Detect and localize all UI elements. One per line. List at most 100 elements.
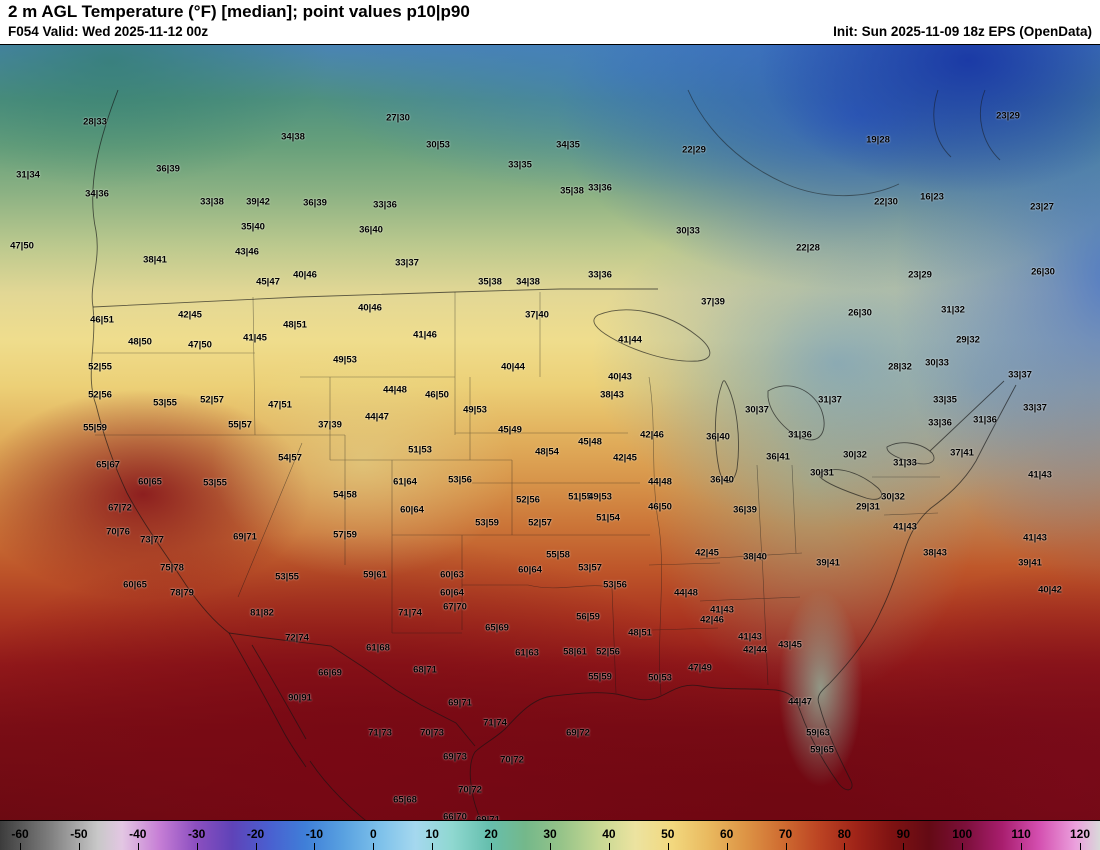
point-value: 34|36 xyxy=(85,188,109,200)
point-value: 48|51 xyxy=(628,627,652,639)
temperature-field-map[interactable]: 28|33 34|38 27|30 30|53 34|35 22|29 19|28 23|29… xyxy=(0,45,1100,850)
point-value: 38|43 xyxy=(600,389,624,401)
point-value: 34|35 xyxy=(556,139,580,151)
point-value: 69|71 xyxy=(448,697,472,709)
point-value: 53|56 xyxy=(603,579,627,591)
point-value: 42|45 xyxy=(613,452,637,464)
point-value: 61|63 xyxy=(515,647,539,659)
point-value: 44|47 xyxy=(365,411,389,423)
point-value: 41|46 xyxy=(413,329,437,341)
point-value: 33|38 xyxy=(200,196,224,208)
point-value: 52|56 xyxy=(596,646,620,658)
point-value: 41|43 xyxy=(1028,469,1052,481)
point-value: 33|36 xyxy=(588,269,612,281)
point-value: 42|45 xyxy=(178,309,202,321)
point-value: 48|50 xyxy=(128,336,152,348)
point-value: 31|36 xyxy=(788,429,812,441)
baja-coastline-path xyxy=(228,632,407,850)
point-value: 40|43 xyxy=(608,371,632,383)
colorbar-tick-mark xyxy=(1080,843,1081,850)
point-value: 65|69 xyxy=(485,622,509,634)
colorbar-tick-label: -20 xyxy=(246,827,265,842)
point-value: 31|37 xyxy=(818,394,842,406)
point-value: 59|65 xyxy=(810,744,834,756)
point-value: 23|27 xyxy=(1030,201,1054,213)
point-value: 44|48 xyxy=(674,587,698,599)
point-value: 36|39 xyxy=(733,504,757,516)
colorbar-tick-mark xyxy=(314,843,316,850)
point-value: 42|46 xyxy=(640,429,664,441)
point-value: 35|38 xyxy=(478,276,502,288)
point-value: 68|71 xyxy=(413,664,437,676)
point-value: 52|57 xyxy=(528,517,552,529)
point-values-layer: 28|33 34|38 27|30 30|53 34|35 22|29 19|28 23|29… xyxy=(0,45,1100,850)
colorbar-tick-label: -10 xyxy=(305,827,324,842)
point-value: 51|54 xyxy=(596,512,620,524)
point-value: 57|59 xyxy=(333,529,357,541)
point-value: 41|43 xyxy=(738,631,762,643)
colorbar-tick-label: -60 xyxy=(11,827,29,842)
point-value: 45|47 xyxy=(256,276,280,288)
point-value: 26|30 xyxy=(848,307,872,319)
point-value: 36|41 xyxy=(766,451,790,463)
point-value: 37|41 xyxy=(950,447,974,459)
point-value: 43|46 xyxy=(235,246,259,258)
point-value: 52|57 xyxy=(200,394,224,406)
point-value: 46|50 xyxy=(648,501,672,513)
point-value: 41|43 xyxy=(1023,532,1047,544)
point-value: 56|59 xyxy=(576,611,600,623)
point-value: 38|41 xyxy=(143,254,167,266)
point-value: 53|55 xyxy=(153,397,177,409)
point-value: 40|44 xyxy=(501,361,525,373)
point-value: 37|40 xyxy=(525,309,549,321)
point-value: 38|40 xyxy=(743,551,767,563)
colorbar-tick-mark xyxy=(608,843,610,850)
point-value: 78|79 xyxy=(170,587,194,599)
point-value: 59|63 xyxy=(806,727,830,739)
colorbar-tick-label: 30 xyxy=(543,827,557,842)
point-value: 40|46 xyxy=(293,269,317,281)
point-value: 55|59 xyxy=(83,422,107,434)
point-value: 29|32 xyxy=(956,334,980,346)
point-value: 53|55 xyxy=(275,571,299,583)
point-value: 55|59 xyxy=(588,671,612,683)
colorbar-tick-label: -50 xyxy=(70,827,88,842)
point-value: 65|68 xyxy=(393,794,417,806)
point-value: 71|74 xyxy=(398,607,422,619)
colorbar-tick-mark xyxy=(255,843,257,850)
point-value: 44|48 xyxy=(383,384,407,396)
point-value: 53|55 xyxy=(203,477,227,489)
point-value: 49|53 xyxy=(588,491,612,503)
point-value: 67|72 xyxy=(108,502,132,514)
point-value: 33|35 xyxy=(933,394,957,406)
colorbar-tick-label: 20 xyxy=(484,827,498,842)
colorbar-tick-label: 80 xyxy=(837,827,852,842)
point-value: 36|40 xyxy=(359,224,383,236)
point-value: 51|55 xyxy=(568,491,592,503)
valid-time-label: F054 Valid: Wed 2025-11-12 00z xyxy=(8,24,209,39)
point-value: 52|55 xyxy=(88,361,112,373)
point-value: 26|30 xyxy=(1031,266,1055,278)
point-value: 33|37 xyxy=(395,257,419,269)
point-value: 23|29 xyxy=(996,110,1020,122)
point-value: 28|33 xyxy=(83,116,107,128)
pacific-coastline-path xyxy=(90,89,230,634)
point-value: 28|32 xyxy=(888,361,912,373)
point-value: 19|28 xyxy=(866,134,890,146)
point-value: 54|58 xyxy=(333,489,357,501)
point-value: 70|72 xyxy=(500,754,524,766)
point-value: 70|72 xyxy=(458,784,482,796)
point-value: 23|29 xyxy=(908,269,932,281)
point-value: 71|73 xyxy=(368,727,392,739)
point-value: 33|37 xyxy=(1008,369,1032,381)
point-value: 66|69 xyxy=(318,667,342,679)
colorbar-tick-mark xyxy=(20,843,21,850)
point-value: 30|33 xyxy=(925,357,949,369)
point-value: 55|57 xyxy=(228,419,252,431)
point-value: 75|78 xyxy=(160,562,184,574)
point-value: 69|72 xyxy=(566,727,590,739)
colorbar-tick-mark xyxy=(962,843,964,850)
colorbar-tick-label: -40 xyxy=(129,827,147,842)
point-value: 41|45 xyxy=(243,332,267,344)
